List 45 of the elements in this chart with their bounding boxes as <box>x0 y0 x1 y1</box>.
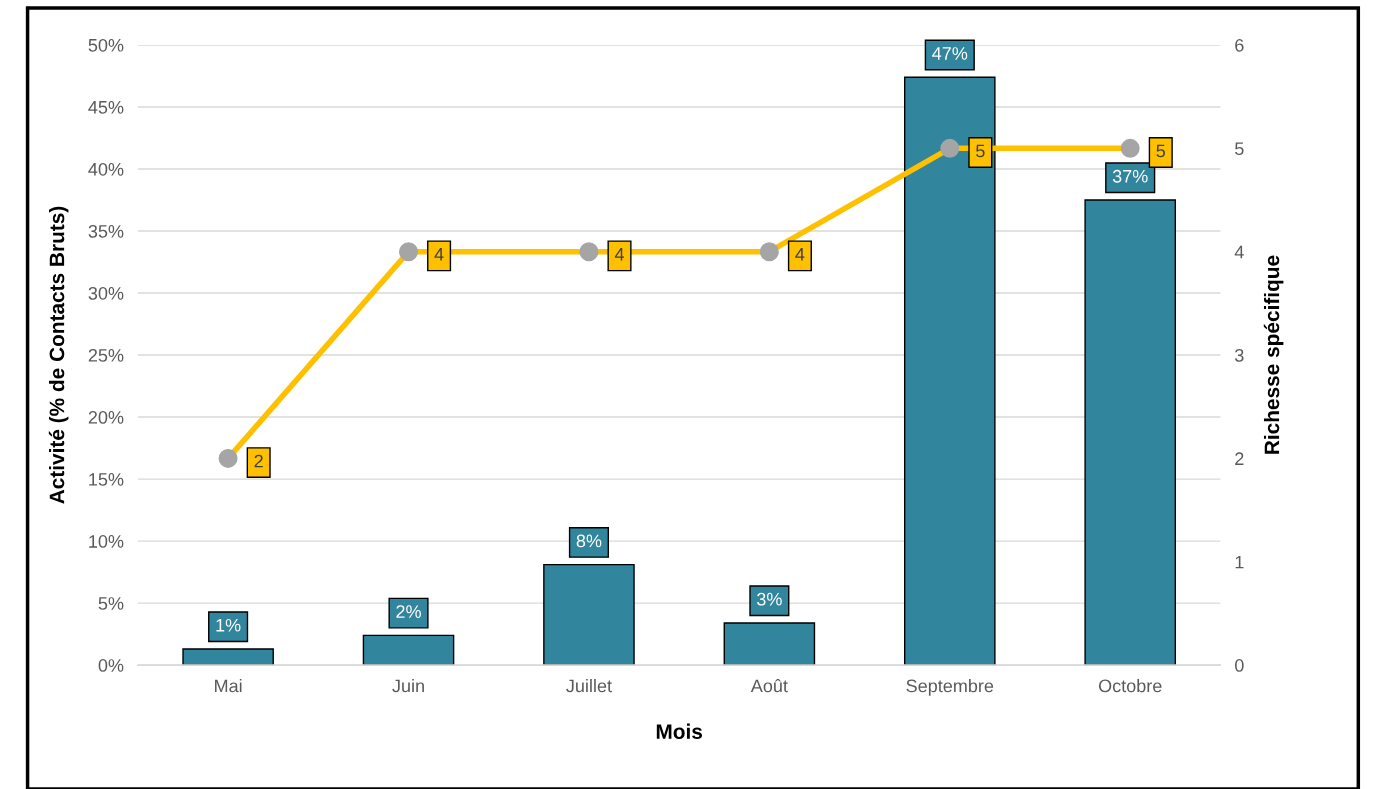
x-axis-title: Mois <box>656 723 703 739</box>
data-label: 8% <box>576 534 602 548</box>
data-label: 37% <box>1112 169 1148 183</box>
data-label: 5 <box>976 144 985 158</box>
bar <box>1084 199 1177 666</box>
x-tick-label: Juin <box>392 679 424 693</box>
data-label: 2 <box>254 454 263 468</box>
y2-tick-label: 1 <box>1235 555 1244 569</box>
x-tick-label: Juillet <box>566 679 612 693</box>
y2-tick-label: 4 <box>1234 245 1244 259</box>
y-tick-label: 40% <box>88 162 124 176</box>
y-tick-label: 0% <box>98 659 124 672</box>
data-label: 2% <box>396 605 421 618</box>
bar <box>903 76 996 666</box>
y-tick-label: 45% <box>88 101 124 114</box>
y2-axis-title: Richesse spécifique <box>1263 255 1284 454</box>
y-tick-label: 50% <box>88 38 124 52</box>
x-tick-label: Août <box>750 678 788 693</box>
y-tick-label: 30% <box>88 286 124 300</box>
y-tick-label: 15% <box>89 473 124 486</box>
data-label: 4 <box>795 248 805 261</box>
y-tick-label: 20% <box>88 411 124 424</box>
x-tick-label: Septembre <box>906 679 994 696</box>
data-label: 47% <box>932 47 968 60</box>
bar <box>723 622 816 666</box>
data-label: 4 <box>434 248 444 261</box>
y2-tick-label: 3 <box>1234 348 1244 362</box>
y-tick-label: 5% <box>98 597 124 610</box>
y2-tick-label: 2 <box>1235 452 1244 465</box>
y-tick-label: 10% <box>89 535 124 548</box>
y2-tick-label: 5 <box>1235 142 1244 156</box>
data-label: 5 <box>1156 144 1166 158</box>
y-tick-label: 25% <box>88 348 124 362</box>
x-tick-label: Octobre <box>1098 679 1162 693</box>
bar <box>543 563 635 666</box>
data-label: 1% <box>216 618 241 632</box>
bar <box>182 648 274 666</box>
data-label: 3% <box>757 592 782 606</box>
y2-tick-label: 6 <box>1235 38 1244 52</box>
x-tick-label: Mai <box>215 679 242 693</box>
data-label: 4 <box>614 248 624 261</box>
y-tick-label: 35% <box>88 224 124 238</box>
y2-tick-label: 0 <box>1235 659 1244 672</box>
y-axis-title: Activité (% de Contacts Bruts) <box>48 206 69 504</box>
bar <box>362 634 455 666</box>
